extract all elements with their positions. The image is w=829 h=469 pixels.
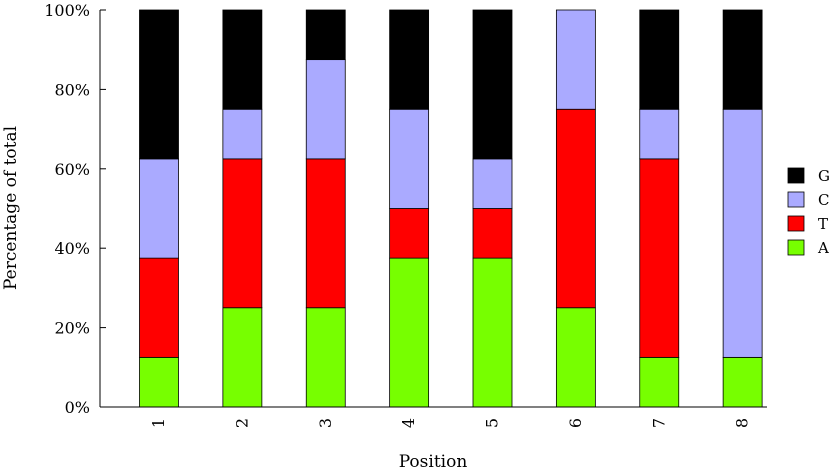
y-tick-label: 20% <box>54 319 90 338</box>
bar-segment-A-pos-2 <box>222 307 263 408</box>
bar-segment-G-pos-8 <box>722 9 763 110</box>
bar-segment-C-pos-7 <box>639 108 680 160</box>
bar-segment-T-pos-4 <box>389 208 430 259</box>
bar-segment-G-pos-4 <box>389 9 430 110</box>
axes <box>99 10 767 408</box>
bar-segment-C-pos-6 <box>555 9 596 110</box>
x-tick-label: 5 <box>483 418 502 428</box>
legend-swatch-A <box>787 239 805 256</box>
legend-label-T: T <box>818 215 828 233</box>
bar-segment-A-pos-1 <box>139 356 179 408</box>
bar-segment-C-pos-4 <box>389 108 430 209</box>
bar-segment-G-pos-7 <box>639 9 680 110</box>
x-tick-label: 8 <box>733 418 752 428</box>
legend-label-A: A <box>817 239 829 257</box>
x-axis-ticks: 1 2 3 4 5 6 7 8 <box>149 418 752 428</box>
y-tick-label: 60% <box>54 160 90 179</box>
y-tick-label: 100% <box>44 1 90 20</box>
x-tick-label: 7 <box>649 418 668 428</box>
legend-swatch-C <box>787 191 805 208</box>
bar-segment-T-pos-1 <box>139 257 179 358</box>
x-tick-label: 6 <box>566 418 585 428</box>
bar-segment-C-pos-3 <box>305 59 346 160</box>
legend-swatch-T <box>787 215 805 232</box>
y-axis-title: Percentage of total <box>1 126 21 290</box>
bar-segment-T-pos-5 <box>472 208 513 259</box>
y-tick-label: 0% <box>65 398 90 417</box>
legend-label-G: G <box>818 167 829 185</box>
bar-segment-G-pos-5 <box>472 9 513 160</box>
y-tick-label: 80% <box>54 80 90 99</box>
bar-segment-C-pos-5 <box>472 158 513 209</box>
bar-segment-C-pos-8 <box>722 108 763 358</box>
bars <box>139 9 763 408</box>
x-tick-label: 3 <box>316 418 335 428</box>
bar-segment-C-pos-2 <box>222 108 263 160</box>
bar-segment-G-pos-3 <box>305 9 346 61</box>
x-axis-title: Position <box>399 452 468 469</box>
bar-segment-A-pos-3 <box>305 307 346 408</box>
bar-segment-G-pos-2 <box>222 9 263 110</box>
y-axis-ticks: 0% 20% 40% 60% 80% 100% <box>44 1 106 417</box>
bar-segment-A-pos-4 <box>389 257 430 408</box>
bar-segment-A-pos-8 <box>722 356 763 408</box>
bar-segment-T-pos-7 <box>639 158 680 358</box>
bar-segment-T-pos-6 <box>555 108 596 309</box>
bar-segment-G-pos-1 <box>139 9 179 160</box>
legend-swatch-G <box>787 167 805 184</box>
legend-label-C: C <box>818 191 829 209</box>
bar-segment-T-pos-2 <box>222 158 263 309</box>
bar-segment-A-pos-7 <box>639 356 680 408</box>
bar-segment-C-pos-1 <box>139 158 179 259</box>
x-tick-label: 1 <box>149 418 168 428</box>
bar-segment-T-pos-3 <box>305 158 346 309</box>
bar-segment-A-pos-6 <box>555 307 596 408</box>
y-tick-label: 40% <box>54 239 90 258</box>
bar-segment-A-pos-5 <box>472 257 513 408</box>
x-tick-label: 4 <box>399 418 418 428</box>
x-tick-label: 2 <box>232 418 251 428</box>
